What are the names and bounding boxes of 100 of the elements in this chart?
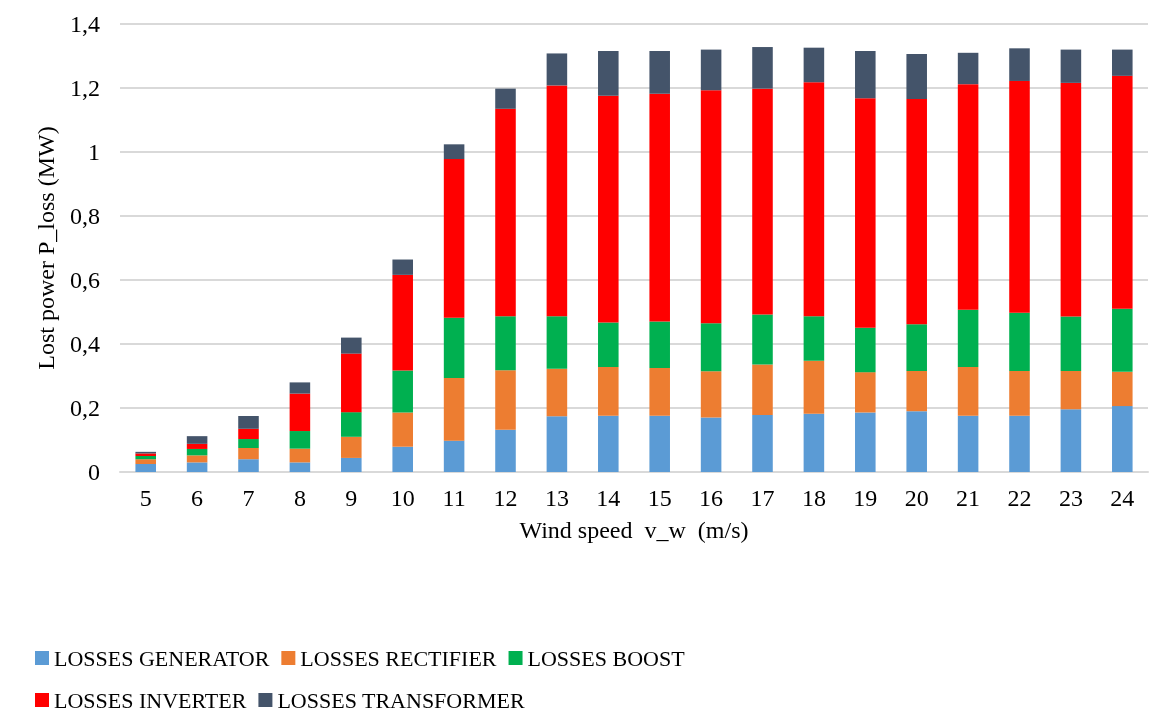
y-tick-label: 0 <box>88 459 100 485</box>
x-tick-label: 13 <box>544 485 569 511</box>
bar <box>186 436 208 444</box>
bar <box>957 309 979 368</box>
bar <box>906 370 927 412</box>
x-tick-label: 24 <box>1110 485 1135 511</box>
bar <box>1060 316 1082 371</box>
bar <box>855 412 876 472</box>
y-tick-label: 0,2 <box>70 395 100 421</box>
bar <box>803 47 825 83</box>
bar <box>186 448 208 456</box>
legend-label: LOSSES GENERATOR <box>54 645 270 671</box>
bar <box>546 416 568 472</box>
y-axis-title: Lost power P_loss (MW) <box>33 126 59 370</box>
bar <box>546 85 568 317</box>
bar <box>1060 49 1082 83</box>
bar <box>855 327 876 373</box>
bar <box>700 49 722 91</box>
bar <box>341 353 362 413</box>
bar <box>238 428 259 440</box>
bar <box>598 322 619 368</box>
bar <box>238 448 259 460</box>
y-tick-label: 0,8 <box>70 203 100 229</box>
bar <box>443 159 465 318</box>
bar <box>238 416 259 429</box>
x-tick-label: 16 <box>699 485 724 511</box>
bar <box>546 316 568 369</box>
bar <box>546 368 568 417</box>
bar <box>1060 82 1082 317</box>
bar <box>546 53 568 86</box>
bar <box>855 50 876 99</box>
bar <box>700 417 722 472</box>
bar <box>598 367 619 416</box>
bar <box>135 456 156 460</box>
bar <box>649 93 670 322</box>
bar <box>186 462 208 472</box>
x-tick-label: 19 <box>853 485 878 511</box>
x-tick-label: 7 <box>242 485 255 511</box>
x-tick-label: 21 <box>956 485 981 511</box>
bar <box>443 377 465 441</box>
bar <box>906 54 927 99</box>
bar <box>649 50 670 94</box>
bar <box>341 457 362 472</box>
bar <box>803 316 825 361</box>
bar <box>752 47 773 89</box>
bar <box>1112 75 1133 309</box>
bar <box>700 371 722 418</box>
bar <box>341 436 362 458</box>
x-tick-label: 20 <box>904 485 929 511</box>
bar <box>238 439 259 448</box>
bar <box>341 412 362 437</box>
bar <box>855 372 876 413</box>
bar <box>443 317 465 378</box>
x-tick-label: 9 <box>345 485 358 511</box>
bar <box>443 440 465 472</box>
bar <box>598 415 619 472</box>
bar <box>906 411 927 472</box>
y-tick-label: 1 <box>88 139 100 165</box>
bar <box>1009 48 1030 81</box>
bar <box>906 98 927 325</box>
x-tick-label: 6 <box>191 485 204 511</box>
x-tick-label: 18 <box>801 485 826 511</box>
x-tick-label: 23 <box>1058 485 1083 511</box>
bar <box>289 448 311 463</box>
x-tick-label: 22 <box>1007 485 1032 511</box>
bar <box>1009 80 1030 313</box>
bar <box>906 324 927 371</box>
y-tick-label: 1,2 <box>70 75 100 101</box>
bar <box>341 337 362 354</box>
x-tick-label: 8 <box>293 485 306 511</box>
bar <box>803 82 825 317</box>
bar <box>957 52 979 85</box>
legend-label: LOSSES TRANSFORMER <box>277 687 525 713</box>
bar <box>957 84 979 310</box>
bar <box>289 382 311 394</box>
x-tick-label: 14 <box>596 485 621 511</box>
x-tick-label: 11 <box>442 485 466 511</box>
bar <box>957 367 979 416</box>
bar <box>135 459 156 464</box>
bar <box>752 88 773 315</box>
bar <box>1112 308 1133 372</box>
bar <box>649 321 670 368</box>
bar <box>392 259 413 275</box>
bar <box>495 88 516 109</box>
x-axis-title: Wind speed v_w (m/s) <box>519 517 749 543</box>
y-tick-label: 1,4 <box>70 11 100 37</box>
legend-label: LOSSES BOOST <box>527 645 686 671</box>
bar <box>289 462 311 472</box>
bar <box>803 413 825 472</box>
x-tick-label: 17 <box>750 485 775 511</box>
bar <box>598 95 619 323</box>
bar <box>289 393 311 432</box>
x-tick-label: 15 <box>647 485 672 511</box>
bar <box>649 415 670 472</box>
bar <box>598 50 619 96</box>
bar <box>443 144 465 160</box>
legend-label: LOSSES INVERTER <box>54 687 247 713</box>
bar <box>957 415 979 472</box>
bar <box>1009 370 1030 416</box>
bar <box>1060 370 1082 410</box>
